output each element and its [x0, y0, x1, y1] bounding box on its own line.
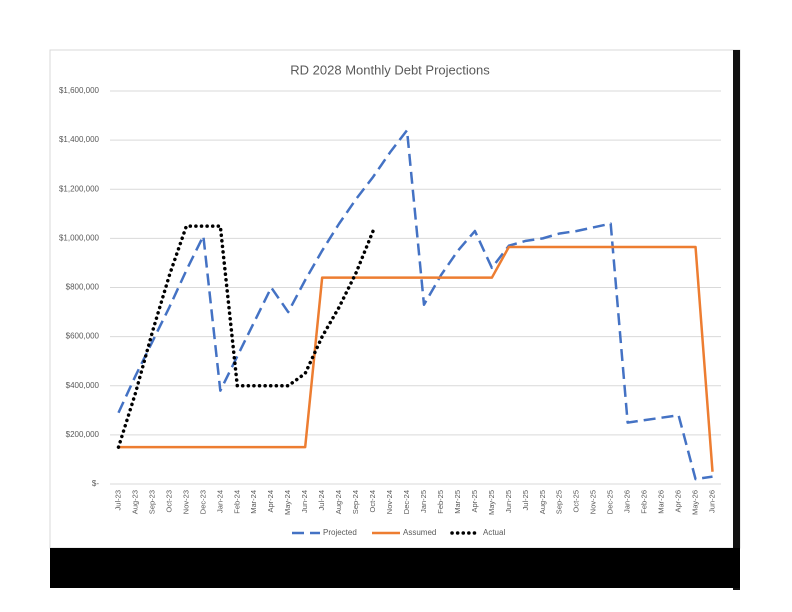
edge [733, 50, 740, 590]
x-tick-label: Oct-25 [572, 490, 581, 513]
x-tick-label: Dec-23 [198, 490, 207, 514]
x-tick-label: Aug-25 [538, 490, 547, 514]
x-tick-label: Feb-25 [436, 490, 445, 514]
chart-title: RD 2028 Monthly Debt Projections [290, 62, 490, 77]
legend-label: Projected [323, 528, 357, 537]
y-tick-label: $1,600,000 [59, 86, 100, 95]
x-tick-label: Apr-26 [674, 490, 683, 513]
x-tick-label: Nov-23 [181, 490, 190, 514]
x-tick-label: Jan-24 [215, 490, 224, 513]
y-tick-label: $- [92, 479, 99, 488]
x-tick-label: Sep-23 [147, 490, 156, 514]
y-tick-label: $600,000 [66, 332, 100, 341]
x-tick-label: Aug-23 [130, 490, 139, 514]
chart-area [49, 49, 741, 549]
legend-label: Actual [483, 528, 505, 537]
x-tick-label: Jun-25 [504, 490, 513, 513]
y-tick-label: $1,200,000 [59, 184, 100, 193]
y-tick-label: $800,000 [66, 283, 100, 292]
x-tick-label: May-25 [487, 490, 496, 515]
series-line [118, 245, 714, 472]
x-tick-label: Jul-23 [113, 490, 122, 510]
x-tick-label: May-26 [691, 490, 700, 515]
footer-band [50, 548, 740, 588]
y-tick-label: $200,000 [66, 430, 100, 439]
x-tick-label: Nov-25 [589, 490, 598, 514]
x-tick-label: Feb-24 [232, 490, 241, 514]
x-tick-label: Dec-24 [402, 490, 411, 514]
x-tick-label: Jul-25 [521, 490, 530, 510]
x-tick-label: Mar-26 [657, 490, 666, 514]
x-tick-label: Aug-24 [334, 490, 343, 514]
y-tick-label: $1,000,000 [59, 233, 100, 242]
x-tick-label: May-24 [283, 490, 292, 515]
x-tick-label: Dec-25 [606, 490, 615, 514]
series-line [117, 129, 713, 481]
x-tick-label: Sep-25 [555, 490, 564, 514]
x-tick-label: Apr-25 [470, 490, 479, 513]
x-tick-label: Jun-24 [300, 490, 309, 513]
x-tick-label: Jul-24 [317, 490, 326, 510]
x-tick-label: Mar-24 [249, 490, 258, 514]
x-tick-label: Sep-24 [351, 490, 360, 514]
x-tick-label: Oct-23 [164, 490, 173, 513]
x-tick-label: Jan-25 [419, 490, 428, 513]
x-tick-label: Feb-26 [640, 490, 649, 514]
x-tick-label: Nov-24 [385, 490, 394, 514]
x-tick-label: Jun-26 [707, 490, 716, 513]
x-tick-label: Apr-24 [266, 490, 275, 513]
series-line [116, 224, 375, 449]
y-tick-label: $400,000 [66, 381, 100, 390]
x-tick-label: Oct-24 [368, 490, 377, 513]
y-tick-label: $1,400,000 [59, 135, 100, 144]
x-tick-label: Jan-26 [623, 490, 632, 513]
x-tick-label: Mar-25 [453, 490, 462, 514]
legend-label: Assumed [403, 528, 436, 537]
